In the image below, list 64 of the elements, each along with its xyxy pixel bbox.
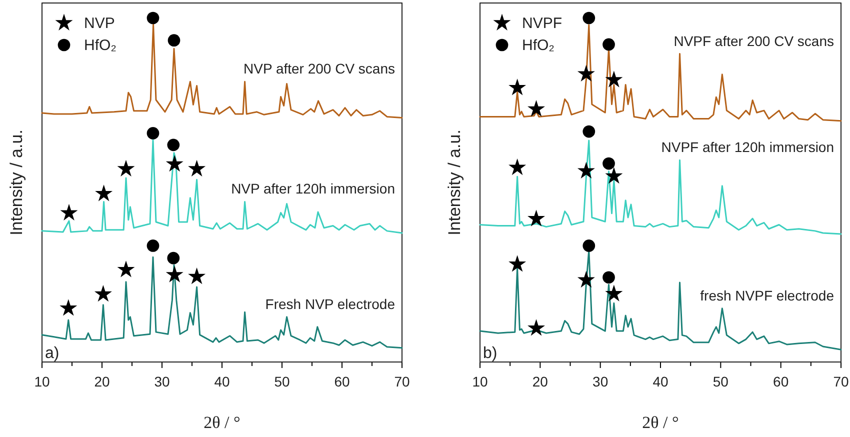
point — [60, 299, 78, 316]
annotation: b) — [483, 345, 498, 362]
point — [508, 255, 526, 272]
point — [577, 162, 595, 179]
point — [146, 127, 160, 140]
point — [602, 271, 615, 284]
point — [167, 138, 180, 152]
point — [166, 266, 184, 282]
point — [146, 240, 160, 252]
point — [528, 210, 546, 226]
point — [166, 155, 184, 172]
x-tick-label: 40 — [652, 373, 668, 390]
x-tick-label: 50 — [712, 373, 729, 390]
legend-label: HfO₂ — [522, 37, 555, 54]
x-tick-label: 20 — [94, 373, 110, 390]
legend-label: HfO₂ — [84, 37, 117, 54]
point — [582, 125, 596, 138]
point — [582, 240, 596, 252]
point — [605, 70, 623, 88]
x-tick-label: 60 — [773, 373, 789, 390]
point — [167, 252, 180, 264]
point — [117, 160, 135, 176]
series-label: NVP after 200 CV scans — [244, 60, 395, 77]
series-label: Fresh NVP electrode — [265, 296, 396, 312]
y-axis-title: Intensity / a.u. — [445, 130, 464, 236]
x-tick-label: 10 — [472, 373, 488, 390]
x-axis-title: 2θ / ° — [642, 413, 679, 432]
point — [146, 12, 160, 24]
series-label: NVP after 120h immersion — [231, 180, 395, 197]
point — [602, 38, 615, 51]
legend-label: NVP — [84, 15, 115, 32]
point — [508, 158, 526, 176]
x-tick-label: 30 — [592, 373, 608, 390]
x-tick-label: 70 — [833, 373, 849, 390]
series-label: fresh NVPF electrode — [700, 287, 834, 304]
point — [605, 284, 623, 302]
point — [528, 100, 546, 117]
x-axis-title: 2θ / ° — [204, 413, 240, 432]
x-tick-label: 40 — [214, 373, 230, 390]
x-tick-label: 60 — [334, 373, 350, 390]
x-tick-label: 50 — [274, 373, 290, 390]
point — [602, 157, 615, 170]
point — [188, 267, 206, 284]
point — [582, 12, 596, 24]
point — [577, 64, 595, 82]
x-tick-label: 20 — [532, 373, 548, 390]
series-label: NVPF after 200 CV scans — [674, 32, 834, 49]
point — [95, 184, 113, 202]
point — [528, 319, 546, 336]
x-tick-label: 70 — [394, 373, 410, 390]
point — [188, 160, 206, 176]
point — [117, 260, 135, 278]
point — [94, 285, 112, 302]
point — [168, 34, 180, 47]
annotation: a) — [45, 345, 60, 362]
point — [605, 167, 623, 184]
legend-label: NVPF — [522, 15, 562, 32]
y-axis-title: Intensity / a.u. — [7, 130, 26, 236]
series-label: NVPF after 120h immersion — [661, 139, 834, 156]
x-tick-label: 10 — [34, 373, 50, 390]
x-tick-label: 30 — [154, 373, 170, 390]
point — [508, 78, 526, 96]
point — [577, 270, 595, 288]
point — [60, 204, 78, 220]
